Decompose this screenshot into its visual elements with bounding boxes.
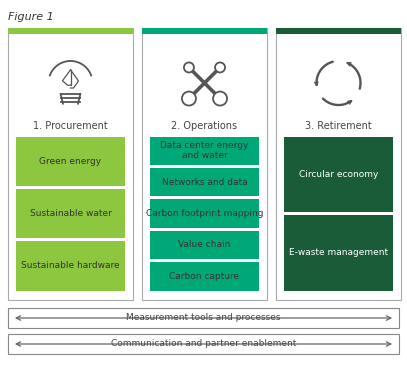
Text: 2. Operations: 2. Operations bbox=[171, 121, 238, 131]
Circle shape bbox=[184, 62, 194, 73]
Circle shape bbox=[213, 92, 227, 106]
FancyBboxPatch shape bbox=[142, 28, 267, 34]
FancyBboxPatch shape bbox=[150, 199, 259, 228]
FancyBboxPatch shape bbox=[150, 231, 259, 259]
FancyBboxPatch shape bbox=[16, 136, 125, 186]
FancyBboxPatch shape bbox=[150, 262, 259, 291]
Text: Sustainable water: Sustainable water bbox=[30, 209, 112, 218]
FancyBboxPatch shape bbox=[276, 28, 401, 300]
FancyBboxPatch shape bbox=[8, 308, 399, 328]
Text: Carbon footprint mapping: Carbon footprint mapping bbox=[146, 209, 263, 218]
FancyBboxPatch shape bbox=[8, 334, 399, 354]
FancyBboxPatch shape bbox=[16, 189, 125, 238]
Text: Circular economy: Circular economy bbox=[299, 170, 378, 179]
FancyBboxPatch shape bbox=[8, 28, 133, 300]
Circle shape bbox=[182, 92, 196, 106]
FancyBboxPatch shape bbox=[284, 215, 393, 291]
FancyBboxPatch shape bbox=[150, 136, 259, 165]
Text: Carbon capture: Carbon capture bbox=[169, 272, 240, 281]
FancyBboxPatch shape bbox=[276, 28, 401, 34]
Text: Figure 1: Figure 1 bbox=[8, 12, 54, 22]
FancyBboxPatch shape bbox=[142, 28, 267, 300]
Text: Green energy: Green energy bbox=[39, 157, 102, 166]
Text: 1. Procurement: 1. Procurement bbox=[33, 121, 108, 131]
Text: E-waste management: E-waste management bbox=[289, 248, 388, 257]
FancyBboxPatch shape bbox=[284, 136, 393, 212]
Text: Value chain: Value chain bbox=[178, 240, 231, 249]
Text: Measurement tools and processes: Measurement tools and processes bbox=[126, 314, 281, 323]
FancyBboxPatch shape bbox=[16, 241, 125, 291]
Text: Sustainable hardware: Sustainable hardware bbox=[21, 261, 120, 270]
Text: 3. Retirement: 3. Retirement bbox=[305, 121, 372, 131]
FancyBboxPatch shape bbox=[150, 168, 259, 196]
Text: Networks and data: Networks and data bbox=[162, 177, 247, 186]
Text: Communication and partner enablement: Communication and partner enablement bbox=[111, 340, 296, 349]
Circle shape bbox=[215, 62, 225, 73]
Text: Data center energy
and water: Data center energy and water bbox=[160, 141, 249, 161]
FancyBboxPatch shape bbox=[8, 28, 133, 34]
